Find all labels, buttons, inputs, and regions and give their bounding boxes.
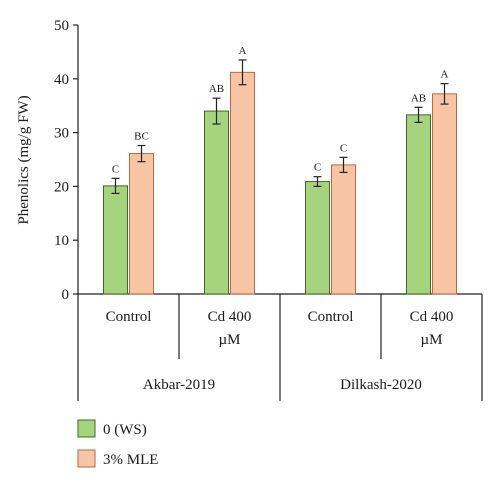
bar-3-mle <box>230 71 255 295</box>
y-tick-label: 40 <box>54 72 69 88</box>
legend-swatch <box>77 449 96 468</box>
bar-0-ws- <box>305 181 330 295</box>
bar-0-ws- <box>406 114 431 295</box>
category-label: Control <box>308 309 354 325</box>
category-label: Cd 400 <box>410 309 454 325</box>
category-label: Control <box>106 309 152 325</box>
category-label: µM <box>219 332 241 348</box>
significance-letter: AB <box>411 92 426 104</box>
x-axis-groups: Control Cd 400 µM Akbar-2019 Control Cd 400 µM… <box>77 294 483 401</box>
legend-label: 3% MLE <box>103 452 158 468</box>
y-axis-label: Phenolics (mg/g FW) <box>16 95 32 224</box>
category-label: µM <box>421 332 443 348</box>
significance-letter: C <box>314 162 321 174</box>
significance-letter: C <box>340 142 347 154</box>
bar-0-ws- <box>103 185 128 295</box>
bars: C BC AB A C C AB A <box>103 45 457 295</box>
legend-swatch <box>77 419 96 438</box>
legend: 0 (WS) 3% MLE <box>77 419 158 468</box>
significance-letter: BC <box>134 131 149 143</box>
significance-letter: C <box>112 163 119 175</box>
group-label: Akbar-2019 <box>143 377 215 393</box>
significance-letter: A <box>239 45 247 57</box>
y-tick-label: 0 <box>62 287 70 303</box>
y-tick-label: 50 <box>54 18 69 34</box>
y-axis: 0 10 20 30 40 50 Phenolics (mg/g FW) <box>16 18 79 303</box>
category-label: Cd 400 <box>208 309 252 325</box>
significance-letter: AB <box>209 83 224 95</box>
x-axis: Control Cd 400 µM Akbar-2019 Control Cd 400 µM… <box>77 293 483 401</box>
legend-label: 0 (WS) <box>103 422 147 438</box>
y-tick-label: 30 <box>54 126 69 142</box>
y-ticks: 0 10 20 30 40 50 <box>54 18 78 303</box>
bar-3-mle <box>129 153 154 295</box>
significance-letter: A <box>441 69 449 81</box>
group-label: Dilkash-2020 <box>340 377 422 393</box>
bar-3-mle <box>432 93 457 295</box>
bar-3-mle <box>331 164 356 295</box>
y-tick-label: 20 <box>54 179 69 195</box>
bar-0-ws- <box>204 110 229 295</box>
y-tick-label: 10 <box>54 233 69 249</box>
